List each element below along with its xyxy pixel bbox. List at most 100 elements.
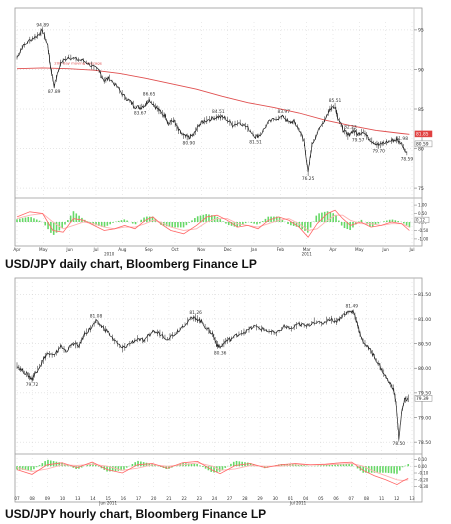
- daily-osc-tick-label: -1.00: [418, 237, 429, 242]
- daily-y-tick-label: 85: [418, 107, 424, 113]
- daily-x-year-label: 2011: [302, 252, 313, 257]
- hourly-x-tick-label: 07: [14, 496, 20, 501]
- daily-price-annotation: 83.97: [277, 109, 290, 115]
- hourly-x-tick-label: 01: [288, 496, 294, 501]
- daily-price-annotation: 84.51: [212, 109, 225, 115]
- hourly-x-tick-label: 09: [45, 496, 51, 501]
- daily-osc-tag: [414, 216, 430, 224]
- daily-price-tag: [414, 140, 433, 148]
- hourly-price-annotation: 78.50: [393, 441, 406, 447]
- hourly-osc-tick-label: 0.10: [418, 457, 427, 462]
- daily-price-annotation: 78.59: [401, 156, 414, 162]
- daily-x-tick-label: Jun: [381, 247, 389, 252]
- hourly-x-tick-label: 15: [105, 496, 111, 501]
- hourly-chart-panel: 81.50 81.00 80.50 80.00 79.50 79.00 78.50 07 08 0…: [0, 274, 451, 506]
- daily-x-tick-label: Apr: [13, 247, 21, 252]
- hourly-y-tick-label: 78.50: [418, 440, 431, 446]
- daily-y-tick-label: 95: [418, 28, 424, 34]
- daily-x-tick-label: May: [355, 247, 364, 252]
- daily-price-annotation: 79.57: [352, 137, 365, 143]
- hourly-y-tick-label: 81.50: [418, 292, 431, 298]
- daily-x-tick-label: Jul: [408, 247, 414, 252]
- daily-price-annotation: 82.23: [344, 125, 357, 131]
- daily-chart-svg: 95 90 85 80 75 Apr May Jun Jul Aug Sep Oct Nov Dec Jan…: [13, 7, 433, 257]
- daily-frame: [14, 7, 423, 247]
- hourly-x-tick-label: 23: [197, 496, 203, 501]
- daily-x-tick-label: Aug: [118, 247, 127, 252]
- daily-price-tag-label: 80.59: [416, 142, 429, 148]
- daily-x-tick-label: Jan: [250, 247, 258, 252]
- daily-price-annotation: 94.89: [36, 23, 49, 29]
- hourly-price-tag: [414, 395, 433, 402]
- daily-oscillator-fast-line: [16, 209, 410, 238]
- daily-x-tick-label: Feb: [277, 247, 285, 252]
- daily-osc-tag-label: 0.12: [416, 218, 425, 223]
- daily-x-tick-label: Nov: [197, 247, 206, 252]
- hourly-x-tick-label: 28: [242, 496, 248, 501]
- daily-chart-panel: 95 90 85 80 75 Apr May Jun Jul Aug Sep Oct Nov Dec Jan…: [0, 0, 451, 256]
- hourly-x-tick-label: 06: [333, 496, 339, 501]
- hourly-x-year-label: Jun 2011: [98, 501, 117, 506]
- hourly-x-tick-label: 11: [379, 496, 385, 501]
- daily-x-tick-label: Sep: [145, 247, 153, 252]
- hourly-y-tick-label: 81.00: [418, 317, 431, 323]
- hourly-price-annotation: 79.72: [26, 382, 39, 388]
- hourly-x-tick-label: 17: [136, 496, 142, 501]
- hourly-osc-tick-label: -0.10: [418, 471, 429, 476]
- hourly-y-tick-label: 80.50: [418, 341, 431, 347]
- daily-x-tick-label: Apr: [329, 247, 337, 252]
- daily-price-tag: [414, 130, 433, 138]
- hourly-x-tick-label: 27: [227, 496, 233, 501]
- hourly-osc-tick-label: -0.30: [418, 484, 429, 489]
- hourly-y-tick-label: 79.50: [418, 391, 431, 397]
- daily-price-annotation: 81.51: [249, 140, 262, 146]
- hourly-x-year-label: Jul 2011: [289, 501, 307, 506]
- hourly-x-tick-label: 10: [60, 496, 66, 501]
- hourly-y-tick-label: 79.00: [418, 415, 431, 421]
- daily-x-tick-label: Mar: [303, 247, 311, 252]
- hourly-x-tick-label: 08: [30, 496, 36, 501]
- daily-price-annotation: 83.67: [134, 110, 147, 116]
- daily-x-tick-label: Oct: [171, 247, 179, 252]
- hourly-x-tick-label: 04: [303, 496, 309, 501]
- daily-moving-average-label: 200-day moving average: [54, 61, 102, 66]
- hourly-x-tick-label: 05: [318, 496, 324, 501]
- hourly-osc-tick-label: -0.20: [418, 477, 429, 482]
- daily-price-annotation: 81.98: [395, 136, 408, 142]
- hourly-x-tick-label: 24: [212, 496, 218, 501]
- daily-price-tag-label: 81.85: [416, 132, 429, 138]
- daily-moving-average-line: [16, 67, 410, 135]
- hourly-x-tick-label: 20: [151, 496, 157, 501]
- hourly-chart-svg: 81.50 81.00 80.50 80.00 79.50 79.00 78.50 07 08 0…: [14, 277, 433, 506]
- hourly-x-tick-label: 12: [394, 496, 400, 501]
- hourly-price-line: [16, 310, 409, 440]
- hourly-y-tick-label: 80.00: [418, 366, 431, 372]
- hourly-chart-caption: USD/JPY hourly chart, Bloomberg Finance …: [5, 507, 267, 521]
- hourly-oscillator-fast-line: [16, 460, 409, 486]
- daily-price-annotation: 87.89: [48, 89, 61, 95]
- hourly-x-tick-label: 21: [166, 496, 172, 501]
- daily-x-tick-label: Dec: [224, 247, 233, 252]
- hourly-price-annotation: 81.26: [189, 310, 202, 316]
- daily-x-tick-label: Jun: [65, 247, 73, 252]
- daily-y-tick-label: 80: [418, 146, 424, 152]
- daily-price-annotation: 80.90: [183, 140, 196, 146]
- daily-y-tick-label: 75: [418, 186, 424, 192]
- hourly-x-tick-label: 29: [257, 496, 263, 501]
- daily-price-annotation: 85.51: [329, 98, 342, 104]
- hourly-osc-tick-label: 0.00: [418, 464, 427, 469]
- hourly-x-tick-label: 16: [121, 496, 127, 501]
- hourly-x-tick-label: 13: [75, 496, 81, 501]
- daily-x-tick-label: Jul: [92, 247, 98, 252]
- hourly-x-tick-label: 30: [273, 496, 279, 501]
- hourly-x-tick-label: 08: [364, 496, 370, 501]
- daily-price-annotation: 76.25: [302, 176, 315, 182]
- daily-x-tick-label: May: [39, 247, 48, 252]
- daily-chart-caption: USD/JPY daily chart, Bloomberg Finance L…: [5, 257, 257, 271]
- daily-price-annotation: 79.70: [372, 148, 385, 154]
- daily-x-year-label: 2010: [104, 252, 115, 257]
- daily-osc-tick-label: -0.50: [418, 228, 429, 233]
- hourly-price-annotation: 80.36: [214, 351, 227, 357]
- hourly-x-tick-label: 13: [409, 496, 415, 501]
- hourly-price-annotation: 81.49: [346, 304, 359, 310]
